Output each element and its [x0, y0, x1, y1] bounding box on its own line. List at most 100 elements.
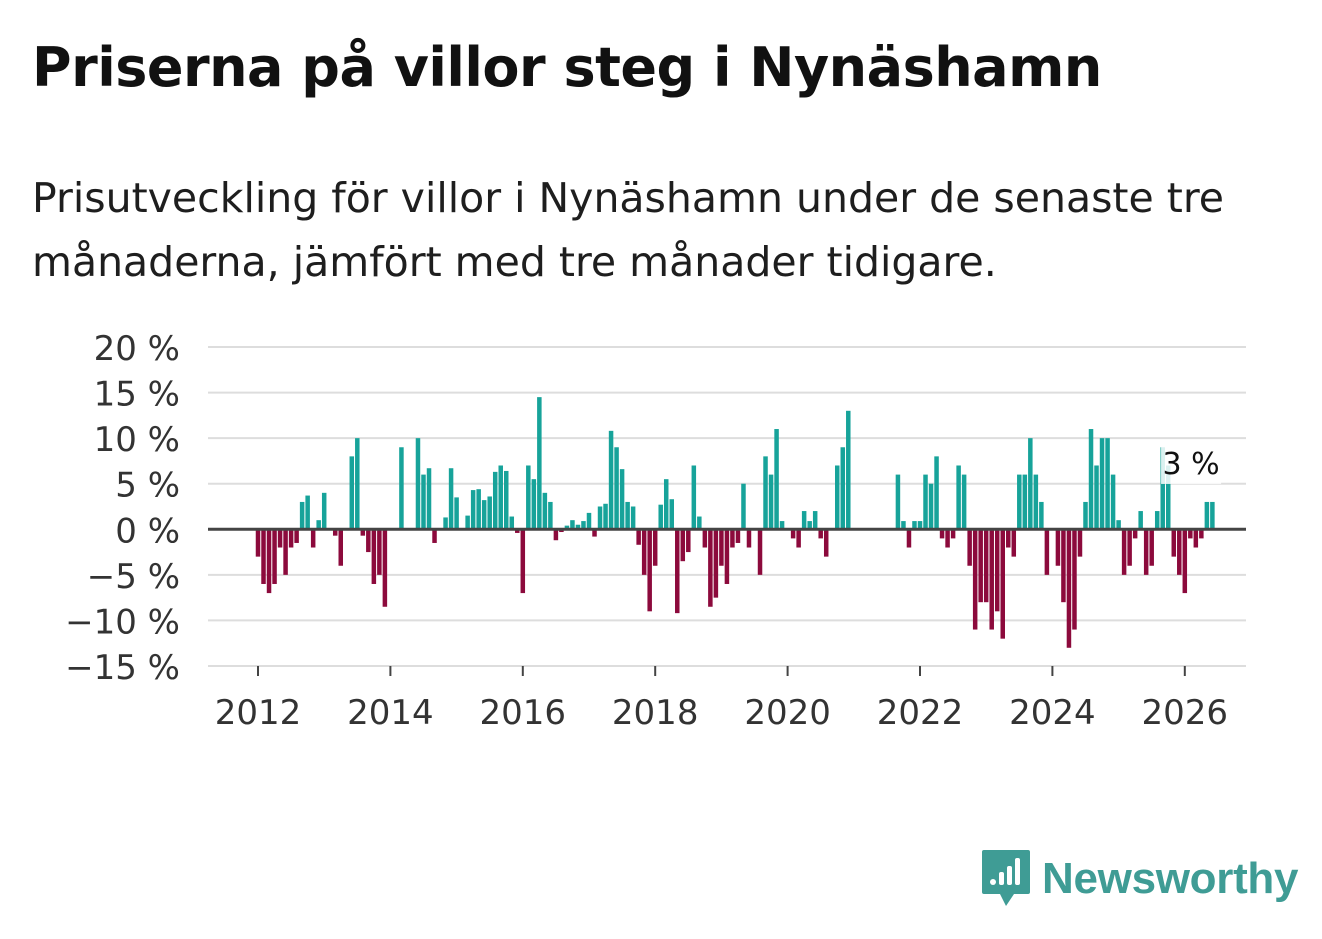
bar — [950, 529, 956, 539]
bar — [355, 438, 360, 530]
bar — [1061, 529, 1066, 603]
bar — [608, 430, 614, 530]
bar — [1083, 501, 1088, 530]
bar — [443, 517, 448, 530]
bar — [1072, 529, 1077, 630]
bar — [294, 529, 299, 543]
y-tick-label: 20 % — [94, 329, 180, 369]
bar — [1000, 529, 1005, 639]
bar — [1171, 529, 1177, 557]
bar — [846, 410, 851, 530]
x-tick-label: 2018 — [612, 693, 699, 733]
bar — [586, 512, 592, 530]
bar — [564, 525, 570, 530]
bar — [277, 529, 283, 548]
bar — [1099, 438, 1105, 530]
brand-name: Newsworthy — [1042, 854, 1299, 903]
bar — [1199, 529, 1204, 539]
bar — [983, 529, 989, 603]
bar — [1110, 474, 1116, 530]
bar — [619, 469, 625, 530]
bar — [1177, 529, 1182, 575]
bar — [917, 521, 923, 530]
bar — [526, 465, 531, 530]
bar — [669, 499, 674, 530]
bar — [978, 529, 983, 603]
bar — [492, 471, 498, 530]
bar — [636, 529, 641, 545]
bar — [426, 468, 432, 530]
bar — [702, 529, 708, 548]
bar — [382, 529, 388, 607]
bars — [255, 397, 1215, 648]
bar — [989, 529, 994, 630]
bar — [1105, 438, 1110, 530]
bar — [454, 497, 459, 530]
bar — [592, 529, 597, 537]
bar — [713, 529, 719, 598]
bar — [796, 529, 801, 548]
x-tick-label: 2022 — [877, 693, 964, 733]
bar — [630, 506, 636, 530]
bar — [763, 456, 768, 530]
bar — [934, 456, 939, 530]
bar — [663, 479, 669, 530]
bar — [895, 474, 901, 530]
bar — [658, 504, 663, 530]
bar — [774, 429, 779, 530]
bar — [614, 447, 619, 530]
bar — [994, 529, 1000, 612]
bar — [498, 465, 503, 530]
page-title: Priserna på villor steg i Nynäshamn — [32, 36, 1102, 99]
x-tick-label: 2020 — [744, 693, 831, 733]
y-tick-label: −15 % — [65, 648, 180, 688]
bar — [719, 529, 724, 566]
y-axis-labels: 20 % 15 % 10 % 5 % 0 % −5 % −10 % −15 % — [65, 329, 180, 688]
bar — [531, 479, 537, 530]
bar — [956, 465, 961, 530]
bar — [255, 529, 261, 557]
bar — [504, 470, 509, 530]
bar — [641, 529, 647, 575]
bar — [288, 529, 294, 548]
bar — [377, 529, 382, 575]
bar — [570, 520, 575, 530]
bar — [1028, 438, 1033, 530]
bar — [675, 529, 680, 614]
bar — [1039, 501, 1044, 530]
newsworthy-brand: Newsworthy — [980, 848, 1298, 910]
bar — [757, 529, 763, 575]
bar — [939, 529, 945, 539]
bar — [647, 529, 652, 612]
y-tick-label: 5 % — [115, 466, 180, 506]
x-tick-label: 2024 — [1009, 693, 1096, 733]
bar — [1044, 529, 1050, 575]
bar — [912, 521, 917, 530]
bar — [481, 500, 487, 530]
bar — [840, 447, 846, 530]
bar — [399, 447, 404, 530]
bar — [1193, 529, 1199, 548]
bar — [686, 529, 691, 553]
bar — [835, 465, 840, 530]
bar — [901, 521, 906, 530]
bar — [1094, 465, 1099, 530]
bar — [652, 529, 658, 566]
bar — [746, 529, 752, 548]
bar — [1066, 529, 1072, 648]
bar — [1182, 529, 1188, 594]
bar — [812, 511, 818, 530]
bar — [730, 529, 735, 548]
bar — [735, 529, 741, 543]
bar — [338, 529, 343, 566]
bar — [305, 495, 310, 530]
x-tick-label: 2012 — [215, 693, 302, 733]
bar — [476, 489, 481, 530]
bar — [415, 438, 421, 530]
annotation-background — [1161, 445, 1222, 484]
bar — [1006, 529, 1011, 548]
bar — [741, 483, 746, 530]
bar — [1138, 511, 1143, 530]
annotation-label: 3 % — [1163, 447, 1220, 482]
bar — [520, 529, 526, 594]
